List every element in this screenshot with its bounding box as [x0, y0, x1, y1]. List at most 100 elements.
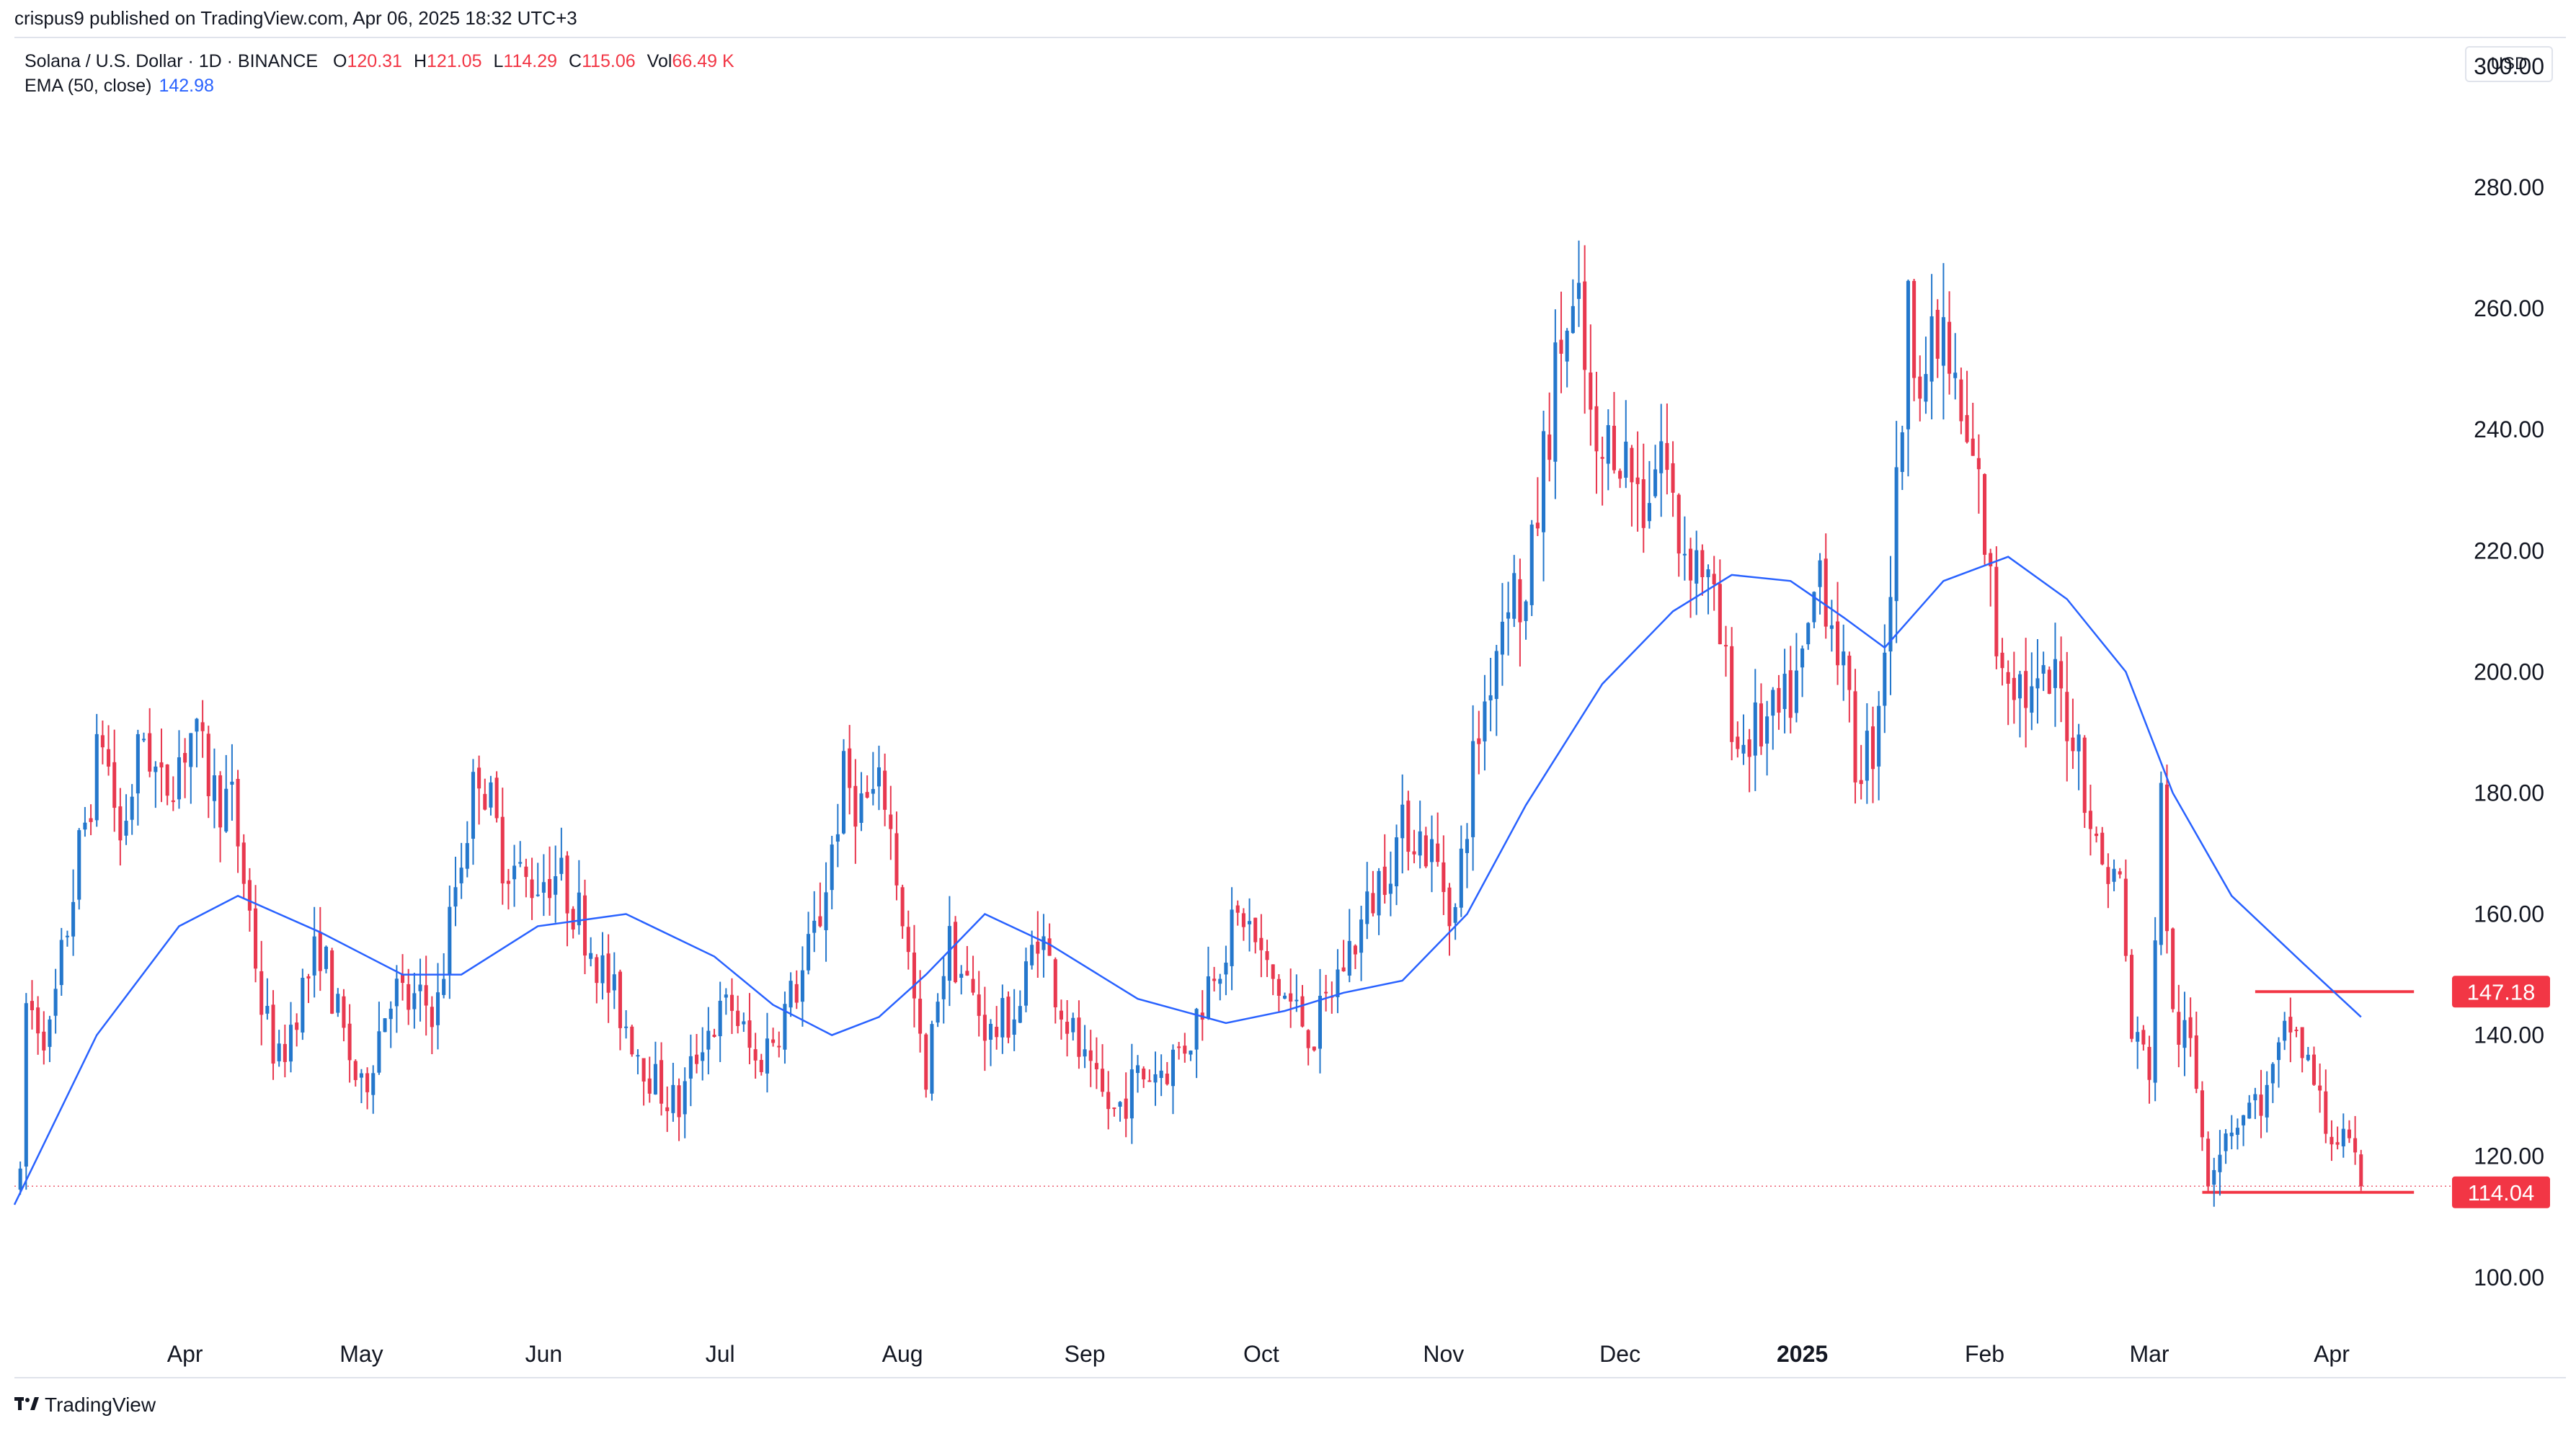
candle-up [2341, 1128, 2345, 1146]
candle-down [1312, 1046, 1316, 1051]
candle-down [306, 976, 311, 978]
candle-up [1529, 525, 1534, 605]
candle-up [1030, 945, 1034, 966]
candle-up [1565, 330, 1569, 362]
candle-down [736, 1010, 740, 1026]
candle-up [324, 946, 328, 969]
price-badge [2452, 976, 2550, 1008]
candle-down [1635, 477, 1640, 484]
x-tick-label: Aug [882, 1341, 923, 1367]
x-tick-label: Jul [706, 1341, 735, 1367]
candle-down [200, 722, 205, 731]
candle-up [71, 901, 76, 937]
candle-down [771, 1039, 776, 1043]
candle-down [506, 881, 510, 884]
candle-down [283, 1043, 287, 1062]
y-tick-label: 100.00 [2474, 1265, 2544, 1290]
candle-down [2012, 677, 2016, 700]
candle-up [2112, 868, 2116, 882]
candle-up [471, 772, 475, 839]
candle-down [524, 866, 528, 878]
candle-down [1718, 584, 1722, 645]
candle-down [1518, 579, 1522, 623]
candle-up [706, 1030, 711, 1050]
candle-up [1483, 701, 1487, 741]
candle-down [183, 753, 187, 763]
candle-down [848, 748, 852, 788]
candle-up [1553, 342, 1558, 462]
y-tick-label: 160.00 [2474, 901, 2544, 927]
candle-up [807, 934, 811, 971]
candle-up [1929, 316, 1934, 382]
candle-down [665, 1107, 670, 1112]
candle-down [1959, 379, 1963, 422]
candle-down [1142, 1069, 1146, 1080]
candle-down [965, 971, 969, 976]
candle-down [1836, 621, 1840, 666]
candle-up [1924, 374, 1928, 402]
candle-up [1012, 1019, 1016, 1035]
x-tick-label: Dec [1599, 1341, 1640, 1367]
candle-down [42, 1031, 46, 1051]
candle-down [1736, 736, 1740, 749]
candle-up [988, 1023, 993, 1040]
high-label: H [413, 51, 427, 71]
candle-up [1653, 469, 1658, 496]
candle-up [1400, 804, 1405, 839]
candle-down [1371, 893, 1375, 914]
candle-up [24, 1003, 28, 1167]
candle-down [2118, 871, 2122, 875]
candle-up [2265, 1084, 2269, 1118]
y-tick-label: 180.00 [2474, 780, 2544, 806]
candle-up [1388, 883, 1393, 894]
candle-down [618, 971, 622, 1028]
candle-down [982, 1015, 987, 1041]
candle-up [718, 1000, 722, 1037]
candle-down [1630, 447, 1634, 483]
candle-up [124, 821, 128, 836]
candle-up [1023, 961, 1029, 1006]
candle-up [554, 876, 558, 895]
candle-up [94, 734, 99, 821]
candle-up [2136, 1032, 2140, 1042]
candle-up [288, 1025, 293, 1062]
candle-down [641, 1058, 646, 1082]
candle-down [1235, 905, 1240, 913]
candle-down [1824, 558, 1828, 627]
candle-down [1971, 438, 1975, 456]
candle-up [1153, 1074, 1158, 1083]
candle-down [1436, 843, 1440, 862]
candle-down [494, 777, 499, 819]
ema-label[interactable]: EMA (50, close) [25, 76, 152, 96]
candle-down [1341, 967, 1346, 972]
candle-down [365, 1073, 370, 1092]
candle-up [377, 1031, 381, 1073]
candle-up [765, 1038, 769, 1074]
candle-up [701, 1052, 705, 1061]
candle-up [1230, 909, 1234, 966]
candle-down [347, 1023, 352, 1061]
candle-up [789, 981, 793, 1008]
candle-up [842, 751, 846, 834]
close-label: C [569, 51, 582, 71]
candle-down [1918, 376, 1922, 399]
candle-up [1953, 373, 1958, 378]
candle-down [2095, 833, 2099, 837]
symbol-name[interactable]: Solana / U.S. Dollar · 1D · BINANCE [25, 51, 319, 71]
tradingview-logo-icon [14, 1394, 39, 1417]
footer-brand[interactable]: TradingView [14, 1394, 156, 1417]
candle-down [2206, 1138, 2211, 1187]
candle-down [2324, 1091, 2328, 1134]
candle-down [1870, 726, 1875, 770]
candle-up [1682, 553, 1687, 556]
candle-down [424, 985, 428, 1006]
candle-up [1189, 1051, 1193, 1055]
candle-down [1253, 917, 1258, 942]
candle-up [1377, 870, 1381, 916]
candle-up [876, 767, 881, 787]
currency-button[interactable]: USD [2465, 46, 2553, 82]
candle-down [1976, 458, 1981, 470]
candle-down [1442, 862, 1446, 892]
candle-up [688, 1056, 693, 1079]
